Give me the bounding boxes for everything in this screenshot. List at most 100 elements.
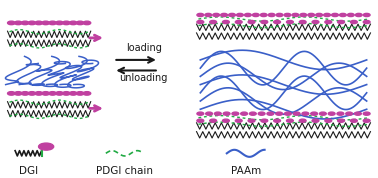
Circle shape <box>312 119 319 122</box>
Text: unloading: unloading <box>119 73 168 83</box>
Circle shape <box>8 92 15 95</box>
Circle shape <box>28 21 36 25</box>
Circle shape <box>258 112 265 115</box>
Circle shape <box>14 92 22 95</box>
Circle shape <box>328 112 335 115</box>
Circle shape <box>14 21 22 25</box>
Circle shape <box>235 119 242 122</box>
Circle shape <box>237 13 243 17</box>
Circle shape <box>249 112 256 115</box>
Circle shape <box>355 112 361 115</box>
Circle shape <box>311 112 318 115</box>
Circle shape <box>363 119 370 122</box>
Circle shape <box>267 112 274 115</box>
Circle shape <box>302 112 309 115</box>
Circle shape <box>214 112 221 115</box>
Circle shape <box>338 20 344 24</box>
Circle shape <box>274 119 280 122</box>
Text: DGI: DGI <box>19 166 38 176</box>
Circle shape <box>299 119 306 122</box>
Circle shape <box>346 112 353 115</box>
Circle shape <box>223 20 229 24</box>
Circle shape <box>261 119 268 122</box>
Circle shape <box>276 13 283 17</box>
Circle shape <box>21 21 29 25</box>
Circle shape <box>223 119 229 122</box>
Circle shape <box>292 13 299 17</box>
Circle shape <box>235 20 242 24</box>
Circle shape <box>245 13 251 17</box>
Circle shape <box>56 92 63 95</box>
Circle shape <box>21 92 29 95</box>
Circle shape <box>319 112 326 115</box>
Circle shape <box>299 20 306 24</box>
Circle shape <box>248 20 255 24</box>
Circle shape <box>49 21 56 25</box>
Circle shape <box>293 112 300 115</box>
Circle shape <box>197 13 204 17</box>
Circle shape <box>324 13 330 17</box>
Circle shape <box>35 21 43 25</box>
Circle shape <box>241 112 248 115</box>
Circle shape <box>337 112 344 115</box>
Circle shape <box>363 20 370 24</box>
Circle shape <box>205 13 212 17</box>
Circle shape <box>274 20 280 24</box>
Circle shape <box>70 92 77 95</box>
Circle shape <box>253 13 259 17</box>
Circle shape <box>197 20 204 24</box>
Circle shape <box>49 92 56 95</box>
Circle shape <box>325 20 332 24</box>
Circle shape <box>332 13 338 17</box>
Circle shape <box>197 112 204 115</box>
Circle shape <box>197 119 204 122</box>
Circle shape <box>363 112 370 115</box>
Circle shape <box>338 119 344 122</box>
Circle shape <box>260 13 267 17</box>
Circle shape <box>312 20 319 24</box>
Circle shape <box>268 13 275 17</box>
Circle shape <box>83 21 91 25</box>
Circle shape <box>285 112 291 115</box>
Circle shape <box>287 20 293 24</box>
Text: PDGI chain: PDGI chain <box>96 166 153 176</box>
Circle shape <box>62 92 70 95</box>
Circle shape <box>28 92 36 95</box>
Circle shape <box>339 13 346 17</box>
Circle shape <box>62 21 70 25</box>
Circle shape <box>206 112 212 115</box>
Text: loading: loading <box>126 43 161 53</box>
Circle shape <box>325 119 332 122</box>
Circle shape <box>276 112 282 115</box>
Circle shape <box>350 119 357 122</box>
Circle shape <box>42 21 50 25</box>
Circle shape <box>261 20 268 24</box>
Circle shape <box>300 13 307 17</box>
Circle shape <box>70 21 77 25</box>
Circle shape <box>56 21 63 25</box>
Circle shape <box>210 20 217 24</box>
Circle shape <box>350 20 357 24</box>
Circle shape <box>76 21 84 25</box>
Circle shape <box>221 13 228 17</box>
Circle shape <box>316 13 322 17</box>
Circle shape <box>287 119 293 122</box>
Circle shape <box>213 13 220 17</box>
Circle shape <box>284 13 291 17</box>
Circle shape <box>8 21 15 25</box>
Circle shape <box>76 92 84 95</box>
Circle shape <box>83 92 91 95</box>
Circle shape <box>347 13 354 17</box>
Text: PAAm: PAAm <box>231 166 261 176</box>
Circle shape <box>223 112 230 115</box>
Circle shape <box>42 92 50 95</box>
Circle shape <box>355 13 362 17</box>
Circle shape <box>229 13 235 17</box>
Circle shape <box>232 112 239 115</box>
Circle shape <box>39 143 54 150</box>
Circle shape <box>363 13 370 17</box>
Circle shape <box>35 92 43 95</box>
Circle shape <box>308 13 314 17</box>
Circle shape <box>210 119 217 122</box>
Circle shape <box>248 119 255 122</box>
